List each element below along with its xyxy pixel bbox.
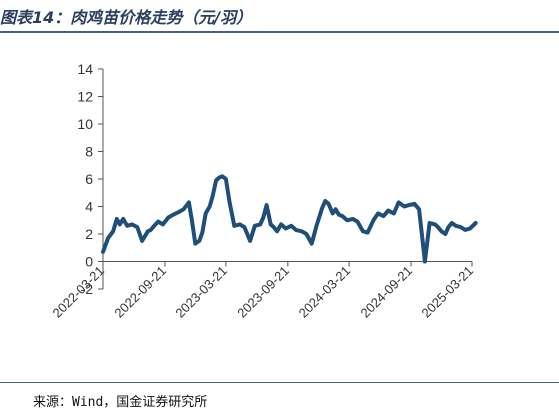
- x-tick-label: 2022-03-21: [49, 263, 107, 321]
- y-tick-label: 6: [85, 171, 93, 187]
- x-axis: 2022-03-21 2022-09-21 2023-03-21 2023-09-21…: [49, 261, 476, 321]
- x-tick-label: 2023-09-21: [234, 263, 292, 321]
- series-layer: [101, 174, 478, 264]
- y-tick-label: 10: [77, 116, 93, 132]
- x-tick-label: 2022-09-21: [111, 263, 169, 321]
- y-tick-label: 8: [85, 144, 93, 160]
- y-tick-label: 2: [85, 226, 93, 242]
- footer-divider: [0, 382, 559, 383]
- y-axis: -2 0 2 4 6 8 10 12 14: [77, 61, 104, 297]
- x-tick-label: 2024-03-21: [296, 263, 354, 321]
- x-tick-label: 2025-03-21: [418, 263, 476, 321]
- y-tick-label: 14: [77, 61, 93, 77]
- x-tick-label: 2024-09-21: [358, 263, 416, 321]
- price-series-line: [101, 174, 478, 264]
- source-note: 来源：Wind，国金证券研究所: [33, 395, 208, 410]
- y-tick-label: 0: [85, 254, 93, 270]
- x-tick-label: 2023-03-21: [172, 263, 230, 321]
- y-tick-label: 4: [85, 199, 93, 215]
- chart-title: 图表14：肉鸡苗价格走势（元/羽）: [0, 8, 253, 27]
- title-divider: [0, 31, 559, 33]
- y-tick-label: 12: [77, 89, 93, 105]
- y-tick-label: -2: [81, 281, 94, 297]
